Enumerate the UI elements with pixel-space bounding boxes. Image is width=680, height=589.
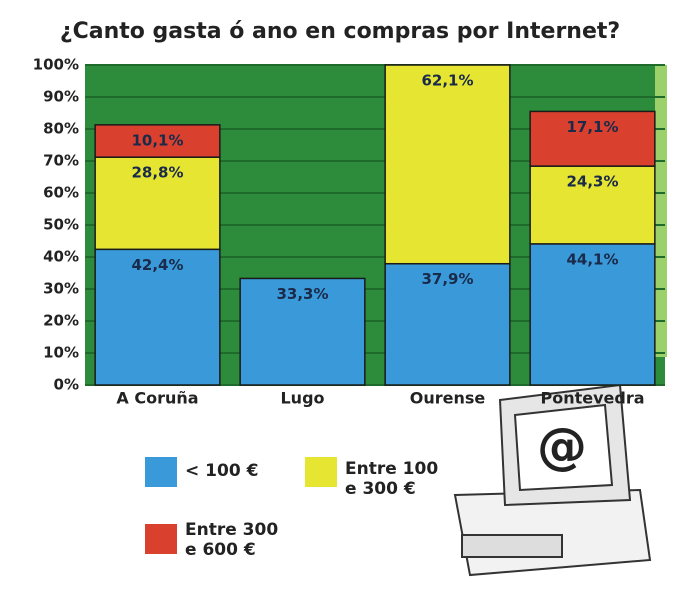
data-label: 24,3% xyxy=(566,173,618,191)
page: ¿Canto gasta ó ano en compras por Intern… xyxy=(0,0,680,589)
data-label: 37,9% xyxy=(421,270,473,288)
y-tick-label: 100% xyxy=(33,56,79,74)
legend-swatch xyxy=(145,524,177,554)
y-tick-label: 20% xyxy=(43,312,79,330)
at-sign-icon: @ xyxy=(537,418,587,476)
y-tick-label: 90% xyxy=(43,88,79,106)
bar-segment xyxy=(385,65,510,264)
data-label: 33,3% xyxy=(276,285,328,303)
legend-label: Entre 300 e 600 € xyxy=(185,520,295,560)
legend-swatch xyxy=(145,457,177,487)
y-tick-label: 60% xyxy=(43,184,79,202)
x-tick-label: Pontevedra xyxy=(540,389,644,408)
computer-illustration: @ xyxy=(455,385,650,575)
y-tick-label: 0% xyxy=(54,376,79,394)
data-label: 62,1% xyxy=(421,72,473,90)
x-tick-label: Lugo xyxy=(280,389,324,408)
data-label: 10,1% xyxy=(131,131,183,149)
y-tick-label: 50% xyxy=(43,216,79,234)
x-tick-label: Ourense xyxy=(410,389,486,408)
y-tick-label: 70% xyxy=(43,152,79,170)
legend-label: Entre 100 e 300 € xyxy=(345,459,455,499)
keyboard xyxy=(462,535,562,557)
x-tick-label: A Coruña xyxy=(116,389,198,408)
chart-title: ¿Canto gasta ó ano en compras por Intern… xyxy=(60,19,620,44)
plot-edge xyxy=(655,65,667,357)
data-label: 42,4% xyxy=(131,256,183,274)
data-label: 17,1% xyxy=(566,118,618,136)
legend-label: < 100 € xyxy=(185,461,295,481)
legend-swatch xyxy=(305,457,337,487)
data-label: 28,8% xyxy=(131,164,183,182)
chart: ¿Canto gasta ó ano en compras por Intern… xyxy=(0,0,680,589)
y-tick-label: 30% xyxy=(43,280,79,298)
y-tick-label: 40% xyxy=(43,248,79,266)
y-tick-label: 80% xyxy=(43,120,79,138)
data-label: 44,1% xyxy=(566,250,618,268)
y-tick-label: 10% xyxy=(43,344,79,362)
